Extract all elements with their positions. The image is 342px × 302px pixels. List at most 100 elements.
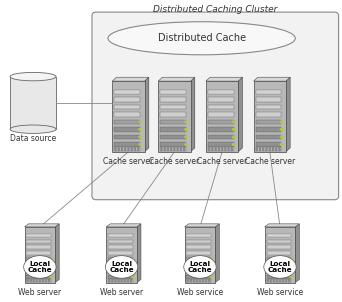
Circle shape	[137, 148, 139, 149]
Circle shape	[49, 279, 50, 280]
Circle shape	[39, 281, 40, 282]
FancyBboxPatch shape	[206, 81, 238, 152]
Circle shape	[124, 281, 125, 282]
Circle shape	[180, 149, 182, 151]
FancyBboxPatch shape	[108, 275, 133, 279]
Circle shape	[282, 279, 284, 280]
Circle shape	[280, 128, 282, 130]
FancyBboxPatch shape	[266, 263, 291, 267]
Circle shape	[139, 143, 141, 146]
Circle shape	[115, 148, 116, 149]
Circle shape	[273, 149, 274, 151]
Text: Local
Cache: Local Cache	[28, 261, 52, 273]
Circle shape	[124, 148, 126, 149]
Circle shape	[118, 279, 119, 280]
Text: Data source: Data source	[10, 134, 56, 143]
Circle shape	[279, 279, 280, 280]
Circle shape	[273, 148, 274, 149]
Circle shape	[139, 128, 141, 130]
FancyBboxPatch shape	[114, 127, 140, 132]
Ellipse shape	[184, 256, 216, 278]
Text: Local
Cache: Local Cache	[188, 261, 212, 273]
Circle shape	[177, 149, 178, 151]
Circle shape	[199, 281, 200, 282]
FancyBboxPatch shape	[208, 104, 234, 109]
Circle shape	[130, 279, 131, 280]
FancyBboxPatch shape	[255, 127, 281, 132]
Circle shape	[256, 148, 258, 149]
Text: Cache server: Cache server	[149, 157, 199, 166]
Circle shape	[263, 149, 264, 151]
Circle shape	[185, 143, 187, 146]
Circle shape	[210, 258, 212, 260]
Text: Cache server: Cache server	[245, 157, 295, 166]
Circle shape	[222, 149, 223, 151]
Circle shape	[199, 279, 200, 280]
Circle shape	[228, 149, 229, 151]
FancyBboxPatch shape	[112, 81, 145, 152]
Circle shape	[263, 148, 264, 149]
FancyBboxPatch shape	[208, 142, 234, 147]
Circle shape	[269, 148, 271, 149]
FancyBboxPatch shape	[160, 112, 186, 117]
Polygon shape	[295, 224, 299, 282]
FancyBboxPatch shape	[266, 257, 291, 261]
FancyBboxPatch shape	[160, 120, 186, 124]
Circle shape	[209, 148, 210, 149]
FancyBboxPatch shape	[255, 97, 281, 102]
Circle shape	[134, 148, 135, 149]
Polygon shape	[206, 77, 242, 81]
Circle shape	[180, 148, 182, 149]
FancyBboxPatch shape	[26, 246, 51, 249]
FancyBboxPatch shape	[265, 227, 295, 282]
Circle shape	[206, 279, 207, 280]
Circle shape	[279, 281, 280, 282]
FancyBboxPatch shape	[108, 269, 133, 273]
Polygon shape	[158, 77, 195, 81]
Circle shape	[50, 270, 52, 272]
Circle shape	[139, 121, 141, 123]
Circle shape	[121, 279, 122, 280]
Circle shape	[276, 281, 277, 282]
Circle shape	[50, 276, 52, 278]
Circle shape	[270, 281, 271, 282]
Circle shape	[128, 148, 129, 149]
Circle shape	[109, 281, 110, 282]
Circle shape	[279, 149, 280, 151]
Circle shape	[279, 148, 280, 149]
Polygon shape	[254, 77, 290, 81]
FancyBboxPatch shape	[186, 251, 211, 255]
Circle shape	[30, 279, 31, 280]
Circle shape	[50, 264, 52, 266]
FancyBboxPatch shape	[114, 90, 140, 94]
FancyBboxPatch shape	[186, 239, 211, 243]
FancyBboxPatch shape	[160, 135, 186, 139]
Polygon shape	[265, 224, 299, 227]
Circle shape	[218, 148, 220, 149]
FancyBboxPatch shape	[255, 135, 281, 139]
Circle shape	[276, 149, 277, 151]
FancyBboxPatch shape	[266, 251, 291, 255]
Circle shape	[121, 281, 122, 282]
Circle shape	[109, 279, 110, 280]
Circle shape	[164, 149, 165, 151]
Circle shape	[33, 281, 34, 282]
Circle shape	[30, 281, 31, 282]
Circle shape	[266, 148, 267, 149]
Ellipse shape	[24, 256, 56, 278]
Circle shape	[289, 279, 290, 280]
Circle shape	[132, 264, 134, 266]
Polygon shape	[112, 77, 149, 81]
Text: Web server: Web server	[18, 288, 62, 297]
FancyBboxPatch shape	[208, 120, 234, 124]
FancyBboxPatch shape	[114, 135, 140, 139]
Circle shape	[187, 279, 188, 280]
FancyBboxPatch shape	[255, 90, 281, 94]
FancyBboxPatch shape	[160, 142, 186, 147]
Circle shape	[134, 149, 135, 151]
Circle shape	[209, 149, 210, 151]
Circle shape	[290, 258, 292, 260]
Circle shape	[286, 281, 287, 282]
Circle shape	[289, 281, 290, 282]
FancyBboxPatch shape	[114, 97, 140, 102]
